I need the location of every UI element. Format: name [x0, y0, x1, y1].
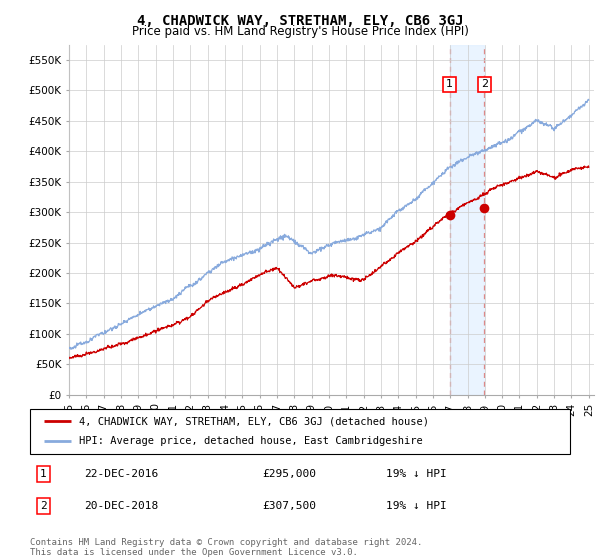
Text: Price paid vs. HM Land Registry's House Price Index (HPI): Price paid vs. HM Land Registry's House … [131, 25, 469, 38]
Text: 1: 1 [446, 80, 453, 90]
Text: £295,000: £295,000 [262, 469, 316, 479]
Text: 2: 2 [40, 501, 47, 511]
Text: 20-DEC-2018: 20-DEC-2018 [84, 501, 158, 511]
Text: 4, CHADWICK WAY, STRETHAM, ELY, CB6 3GJ: 4, CHADWICK WAY, STRETHAM, ELY, CB6 3GJ [137, 14, 463, 28]
Text: 19% ↓ HPI: 19% ↓ HPI [386, 469, 447, 479]
Text: 22-DEC-2016: 22-DEC-2016 [84, 469, 158, 479]
Text: Contains HM Land Registry data © Crown copyright and database right 2024.
This d: Contains HM Land Registry data © Crown c… [30, 538, 422, 557]
Text: HPI: Average price, detached house, East Cambridgeshire: HPI: Average price, detached house, East… [79, 436, 422, 446]
Text: 4, CHADWICK WAY, STRETHAM, ELY, CB6 3GJ (detached house): 4, CHADWICK WAY, STRETHAM, ELY, CB6 3GJ … [79, 416, 428, 426]
Bar [449, 45, 484, 395]
Text: 19% ↓ HPI: 19% ↓ HPI [386, 501, 447, 511]
Text: 1: 1 [40, 469, 47, 479]
Text: 2: 2 [481, 80, 488, 90]
Text: £307,500: £307,500 [262, 501, 316, 511]
